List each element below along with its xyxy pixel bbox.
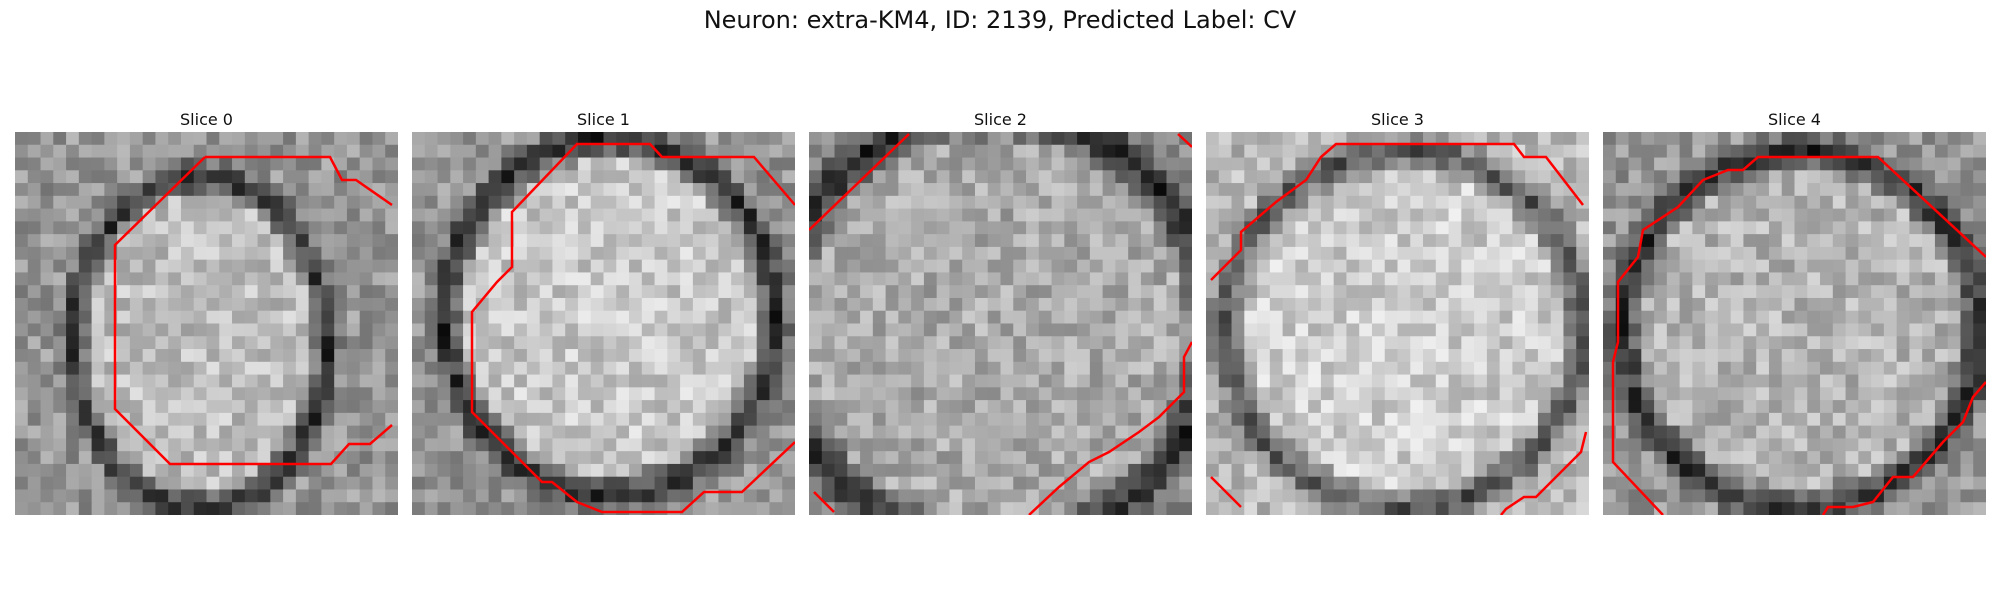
cell-contour-topright	[1177, 133, 1192, 148]
slice-title: Slice 0	[180, 110, 233, 129]
slice-title: Slice 1	[577, 110, 630, 129]
grayscale-pixel-grid	[1603, 132, 1986, 515]
grayscale-pixel-grid	[412, 132, 795, 515]
slice-image-3	[1206, 132, 1589, 515]
cell-contour	[470, 142, 795, 514]
figure-title: Neuron: extra-KM4, ID: 2139, Predicted L…	[703, 6, 1297, 34]
cell-contour-bottomleft	[813, 491, 835, 513]
slice-title: Slice 2	[974, 110, 1027, 129]
slice-image-2	[809, 132, 1192, 515]
cell-contour-bottomleft	[1210, 476, 1242, 508]
slice-panel-4: Slice 4	[1603, 108, 1986, 515]
slice-image-0	[15, 132, 398, 515]
slice-title: Slice 4	[1768, 110, 1821, 129]
slice-title: Slice 3	[1371, 110, 1424, 129]
grayscale-pixel-grid	[1206, 132, 1589, 515]
grayscale-pixel-grid	[15, 132, 398, 515]
slice-panel-0: Slice 0	[15, 108, 398, 515]
cell-contour-right	[1028, 341, 1192, 515]
slice-panel-1: Slice 1	[412, 108, 795, 515]
cell-contour	[205, 155, 393, 207]
slice-image-4	[1603, 132, 1986, 515]
slice-panel-2: Slice 2	[809, 108, 1192, 515]
cell-contour-topleft	[809, 133, 910, 231]
grayscale-pixel-grid	[809, 132, 1192, 515]
cell-contour-top	[1210, 142, 1584, 281]
cell-contour	[1611, 155, 1986, 515]
cell-contour-bottomright	[1500, 431, 1588, 515]
slice-panel-3: Slice 3	[1206, 108, 1589, 515]
slice-image-1	[412, 132, 795, 515]
cell-contour-bottomright	[1821, 381, 1986, 515]
cell-contour-main	[113, 156, 393, 466]
